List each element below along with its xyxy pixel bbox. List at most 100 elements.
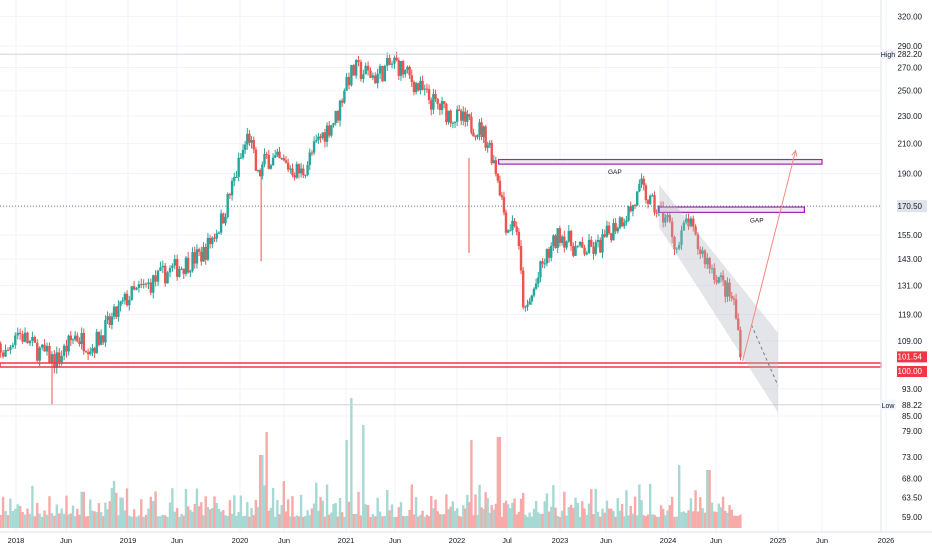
candle-body[interactable]: [31, 337, 34, 341]
candle-body[interactable]: [252, 140, 255, 150]
candle-body[interactable]: [338, 100, 342, 121]
candle-body[interactable]: [289, 168, 292, 170]
candle-body[interactable]: [682, 222, 686, 231]
candle-body[interactable]: [724, 280, 727, 297]
candle-body[interactable]: [607, 225, 611, 234]
candle-body[interactable]: [612, 222, 615, 241]
candle-body[interactable]: [261, 164, 264, 177]
candle-body[interactable]: [492, 160, 495, 164]
candle-body[interactable]: [241, 149, 245, 158]
candle-body[interactable]: [11, 345, 15, 347]
candle-body[interactable]: [48, 345, 51, 364]
candle-body[interactable]: [297, 164, 301, 174]
candle-body[interactable]: [343, 90, 346, 103]
candle-body[interactable]: [193, 252, 196, 264]
candle-body[interactable]: [563, 236, 566, 248]
projection-arrow[interactable]: [742, 150, 797, 362]
candle-body[interactable]: [152, 275, 155, 293]
candle-body[interactable]: [620, 217, 624, 227]
candle-body[interactable]: [233, 177, 236, 181]
candle-body[interactable]: [666, 215, 669, 218]
candle-body[interactable]: [149, 282, 153, 293]
candle-body[interactable]: [425, 88, 429, 90]
candle-body[interactable]: [419, 80, 422, 91]
candle-body[interactable]: [649, 195, 652, 205]
candle-body[interactable]: [447, 110, 450, 123]
candle-body[interactable]: [466, 114, 469, 122]
candle-body[interactable]: [719, 275, 723, 278]
candle-body[interactable]: [213, 237, 216, 239]
candle-body[interactable]: [182, 268, 185, 274]
candle-body[interactable]: [592, 246, 595, 254]
candle-body[interactable]: [350, 65, 353, 86]
candle-body[interactable]: [65, 345, 68, 352]
candle-body[interactable]: [291, 168, 294, 176]
candle-body[interactable]: [154, 275, 157, 282]
candle-body[interactable]: [202, 246, 205, 262]
candle-body[interactable]: [26, 332, 29, 344]
candle-body[interactable]: [161, 265, 165, 268]
candle-body[interactable]: [140, 284, 143, 286]
gap-zone[interactable]: [498, 158, 823, 165]
candle-body[interactable]: [470, 116, 473, 133]
candle-body[interactable]: [224, 216, 227, 224]
candle-body[interactable]: [412, 81, 416, 93]
candle-body[interactable]: [144, 283, 148, 285]
candle-body[interactable]: [6, 349, 10, 351]
candle-body[interactable]: [703, 250, 707, 265]
candle-body[interactable]: [80, 332, 83, 344]
candle-body[interactable]: [625, 220, 628, 223]
candle-body[interactable]: [340, 100, 344, 103]
candle-body[interactable]: [395, 57, 398, 61]
candle-body[interactable]: [82, 332, 85, 352]
candle-body[interactable]: [414, 83, 418, 93]
candle-body[interactable]: [689, 218, 693, 227]
candle-body[interactable]: [478, 122, 481, 135]
candle-body[interactable]: [130, 286, 133, 300]
candle-body[interactable]: [521, 270, 525, 308]
candle-body[interactable]: [651, 195, 654, 197]
candle-body[interactable]: [135, 288, 138, 290]
candle-body[interactable]: [670, 221, 674, 238]
candle-body[interactable]: [506, 230, 510, 233]
candle-body[interactable]: [369, 70, 372, 78]
candle-body[interactable]: [603, 234, 606, 237]
candle-body[interactable]: [627, 206, 630, 221]
candle-body[interactable]: [677, 244, 681, 249]
candle-body[interactable]: [430, 100, 433, 110]
candle-body[interactable]: [631, 205, 635, 212]
candle-body[interactable]: [543, 263, 546, 265]
candle-body[interactable]: [71, 339, 75, 341]
candle-body[interactable]: [556, 228, 559, 248]
candle-body[interactable]: [438, 103, 442, 111]
candle-body[interactable]: [226, 193, 229, 217]
candle-body[interactable]: [315, 140, 318, 142]
candle-body[interactable]: [558, 228, 562, 243]
candle-body[interactable]: [362, 74, 365, 80]
candle-body[interactable]: [321, 132, 324, 138]
candle-body[interactable]: [500, 195, 504, 198]
candle-body[interactable]: [638, 183, 641, 192]
candle-body[interactable]: [629, 206, 632, 212]
candle-body[interactable]: [532, 288, 536, 296]
candle-body[interactable]: [21, 334, 24, 342]
candle-body[interactable]: [519, 246, 523, 271]
candle-body[interactable]: [33, 337, 37, 343]
candle-body[interactable]: [84, 351, 88, 353]
candle-body[interactable]: [534, 283, 538, 289]
candle-body[interactable]: [708, 257, 711, 269]
candle-body[interactable]: [640, 178, 643, 184]
candle-body[interactable]: [526, 304, 529, 307]
candle-body[interactable]: [147, 282, 150, 285]
candle-body[interactable]: [488, 142, 491, 145]
candle-body[interactable]: [517, 231, 521, 247]
candle-body[interactable]: [578, 241, 582, 246]
candle-body[interactable]: [97, 331, 101, 345]
candle-body[interactable]: [195, 249, 199, 264]
candle-body[interactable]: [137, 284, 141, 289]
candle-body[interactable]: [408, 66, 411, 76]
candle-body[interactable]: [293, 175, 296, 178]
candle-body[interactable]: [171, 265, 174, 269]
candle-body[interactable]: [310, 152, 314, 154]
candle-body[interactable]: [399, 61, 403, 76]
